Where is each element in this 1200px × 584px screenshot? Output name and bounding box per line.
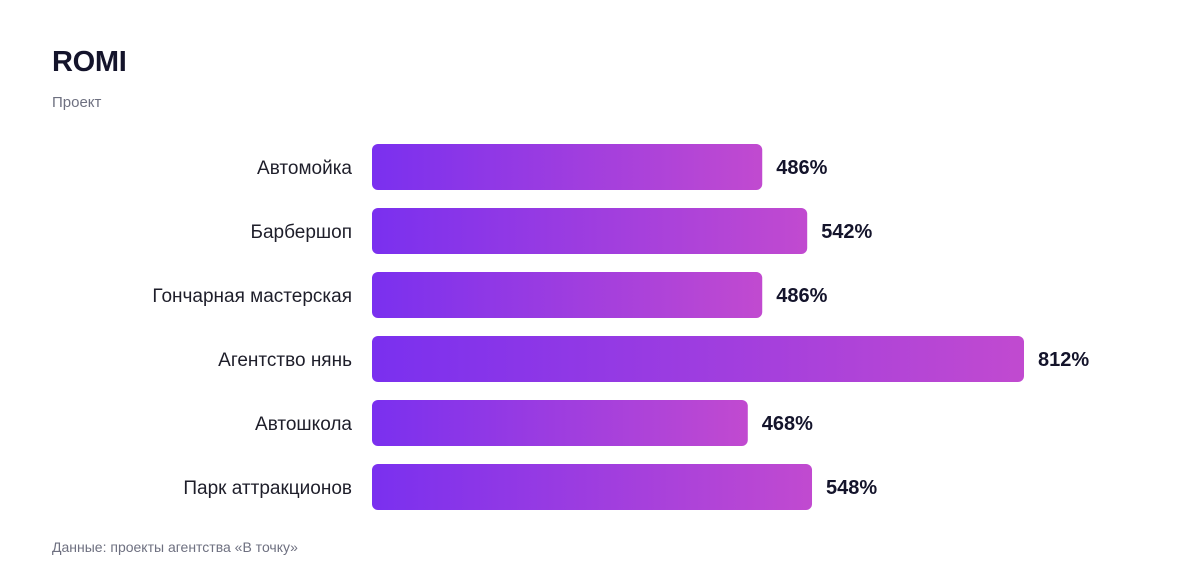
chart-title: ROMI bbox=[52, 46, 127, 78]
category-label: Гончарная мастерская bbox=[152, 286, 352, 307]
value-label: 548% bbox=[826, 477, 877, 499]
category-label: Агентство нянь bbox=[218, 350, 352, 371]
value-label: 542% bbox=[821, 221, 872, 243]
value-label: 468% bbox=[762, 413, 813, 435]
bar bbox=[372, 272, 763, 318]
bar bbox=[372, 144, 763, 190]
value-label: 812% bbox=[1038, 349, 1089, 371]
bar bbox=[372, 464, 813, 510]
chart-subtitle: Проект bbox=[52, 94, 102, 111]
bars-group: Автомойка 486% Барбершоп 542% Гончарная маст… bbox=[152, 144, 1089, 510]
bar bbox=[372, 336, 1024, 382]
bar bbox=[372, 208, 808, 254]
category-label: Парк аттракционов bbox=[183, 478, 352, 499]
bar bbox=[372, 400, 748, 446]
value-label: 486% bbox=[776, 157, 827, 179]
value-label: 486% bbox=[776, 285, 827, 307]
category-label: Автомойка bbox=[257, 158, 352, 179]
data-source-note: Данные: проекты агентства «В точку» bbox=[52, 539, 298, 555]
category-label: Барбершоп bbox=[250, 222, 352, 243]
category-label: Автошкола bbox=[255, 414, 352, 435]
